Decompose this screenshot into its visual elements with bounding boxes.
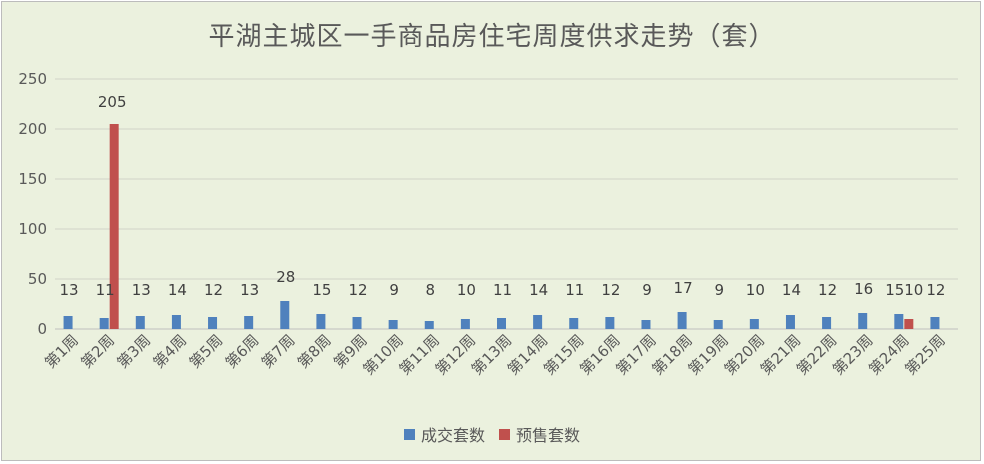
x-tick-label: 第11周: [396, 331, 443, 378]
y-tick-label: 100: [18, 220, 47, 238]
bar-presale: [109, 124, 119, 329]
bar-deals: [641, 320, 651, 329]
legend: 成交套数 预售套数: [0, 422, 984, 446]
x-tick-label: 第2周: [77, 331, 118, 372]
data-label-deals: 12: [204, 281, 223, 299]
data-label-deals: 10: [746, 281, 765, 299]
data-label-deals: 10: [457, 281, 476, 299]
bar-deals: [822, 317, 832, 329]
data-label-deals: 9: [389, 281, 399, 299]
x-tick-label: 第5周: [186, 331, 227, 372]
bar-deals: [713, 320, 723, 329]
bar-deals: [99, 318, 109, 329]
bar-deals: [460, 319, 470, 329]
x-tick-label: 第8周: [294, 331, 335, 372]
data-label-deals: 11: [493, 281, 512, 299]
bar-deals: [749, 319, 759, 329]
bar-deals: [244, 316, 254, 329]
data-label-deals: 12: [348, 281, 367, 299]
data-label-deals: 28: [276, 268, 295, 286]
x-tick-label: 第15周: [540, 331, 587, 378]
bar-deals: [533, 315, 543, 329]
y-tick-label: 200: [18, 120, 47, 138]
bar-deals: [497, 318, 506, 329]
bar-deals: [171, 315, 181, 329]
legend-item-presale: 预售套数: [499, 422, 580, 446]
legend-item-deals: 成交套数: [403, 422, 485, 446]
bar-deals: [388, 320, 398, 329]
data-label-deals: 9: [714, 281, 724, 299]
data-label-deals: 12: [926, 281, 945, 299]
legend-swatch-presale: [499, 428, 510, 440]
bar-presale: [904, 319, 914, 329]
bar-deals: [316, 314, 326, 329]
data-label-deals: 9: [642, 281, 652, 299]
x-tick-label: 第25周: [901, 331, 948, 378]
chart-title: 平湖主城区一手商品房住宅周度供求走势（套）: [208, 22, 776, 52]
x-tick-label: 第21周: [757, 331, 804, 378]
bar-deals: [135, 316, 145, 329]
data-label-deals: 17: [674, 279, 693, 297]
bar-deals: [208, 317, 218, 329]
x-tick-label: 第14周: [504, 331, 551, 378]
bar-deals: [894, 314, 904, 329]
data-label-deals: 12: [818, 281, 837, 299]
data-label-deals: 16: [854, 280, 873, 298]
data-label-deals: 8: [425, 281, 435, 299]
x-tick-label: 第17周: [612, 331, 659, 378]
bar-deals: [858, 313, 868, 329]
y-tick-label: 50: [28, 270, 47, 288]
x-tick-label: 第6周: [222, 331, 263, 372]
x-tick-label: 第24周: [865, 331, 912, 378]
x-tick-label: 第3周: [113, 331, 154, 372]
data-label-deals: 13: [240, 281, 259, 299]
data-label-deals: 15: [312, 281, 331, 299]
bar-deals: [785, 315, 795, 329]
data-label-deals: 15: [885, 281, 904, 299]
legend-label-presale: 预售套数: [516, 426, 581, 445]
x-tick-label: 第4周: [150, 331, 191, 372]
y-tick-label: 0: [37, 320, 47, 338]
bar-deals: [63, 316, 73, 329]
bar-deals: [280, 301, 290, 329]
data-label-presale: 10: [904, 281, 923, 299]
bar-deals: [424, 321, 434, 329]
bar-deals: [677, 312, 687, 329]
data-label-deals: 13: [60, 281, 79, 299]
data-label-deals: 11: [96, 281, 115, 299]
y-tick-label: 250: [18, 70, 47, 88]
x-tick-label: 第1周: [41, 331, 82, 372]
x-tick-label: 第18周: [648, 331, 695, 378]
data-label-deals: 14: [168, 281, 187, 299]
bar-deals: [605, 317, 615, 329]
bar-deals: [352, 317, 362, 329]
bar-deals: [930, 317, 940, 329]
legend-swatch-deals: [403, 428, 415, 440]
data-label-deals: 14: [529, 281, 548, 299]
data-label-deals: 12: [601, 281, 620, 299]
x-tick-label: 第7周: [258, 331, 299, 372]
x-tick-label: 第23周: [829, 331, 876, 378]
y-tick-label: 150: [18, 170, 47, 188]
data-label-presale: 205: [98, 93, 127, 111]
data-label-deals: 13: [132, 281, 151, 299]
x-tick-label: 第12周: [432, 331, 479, 378]
legend-label-deals: 成交套数: [420, 426, 485, 445]
data-label-deals: 11: [565, 281, 584, 299]
bar-deals: [569, 318, 579, 329]
x-tick-label: 第20周: [721, 331, 768, 378]
data-label-deals: 14: [782, 281, 801, 299]
